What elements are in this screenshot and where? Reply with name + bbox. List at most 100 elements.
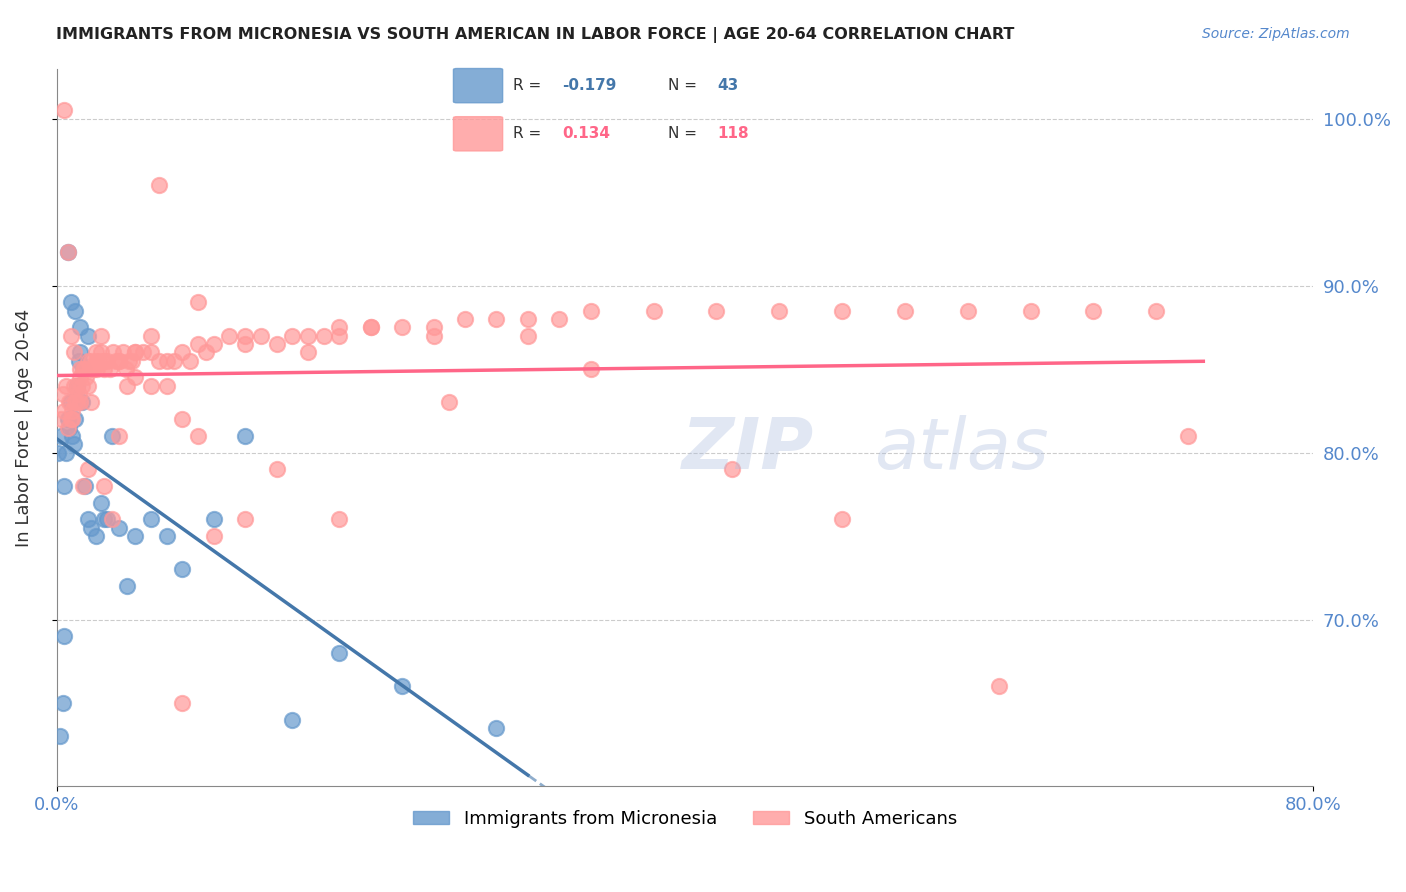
Point — [53, 629, 76, 643]
Point — [80, 353, 103, 368]
Point — [454, 312, 477, 326]
Point — [108, 429, 131, 443]
Point — [187, 295, 209, 310]
Point — [84, 529, 107, 543]
Text: N =: N = — [668, 78, 702, 93]
Point — [266, 337, 288, 351]
Point — [155, 353, 177, 368]
Point — [233, 337, 256, 351]
Point — [87, 353, 110, 368]
Point — [51, 412, 73, 426]
Text: N =: N = — [668, 127, 702, 141]
Point — [56, 245, 79, 260]
Point — [72, 362, 94, 376]
Point — [148, 353, 170, 368]
Point — [51, 429, 73, 443]
Point — [485, 312, 508, 326]
Point — [117, 579, 139, 593]
Point — [124, 529, 146, 543]
Point — [439, 395, 461, 409]
Point — [194, 345, 217, 359]
Point — [105, 353, 128, 368]
Point — [1177, 429, 1199, 443]
Point — [139, 378, 162, 392]
Point — [101, 345, 124, 359]
Point — [63, 437, 86, 451]
Point — [233, 429, 256, 443]
Point — [52, 696, 75, 710]
Point — [111, 345, 134, 359]
Y-axis label: In Labor Force | Age 20-64: In Labor Force | Age 20-64 — [15, 309, 32, 547]
Point — [328, 512, 350, 526]
Point — [53, 103, 76, 118]
Point — [93, 512, 115, 526]
Point — [59, 412, 82, 426]
Point — [84, 353, 107, 368]
Point — [90, 345, 112, 359]
Point — [65, 303, 87, 318]
FancyBboxPatch shape — [453, 69, 503, 103]
Point — [93, 362, 115, 376]
Point — [69, 370, 91, 384]
Point — [894, 303, 917, 318]
Point — [65, 395, 87, 409]
Point — [422, 320, 444, 334]
Point — [56, 245, 79, 260]
Point — [391, 679, 413, 693]
Point — [73, 479, 96, 493]
Point — [108, 353, 131, 368]
Point — [155, 378, 177, 392]
Text: atlas: atlas — [875, 415, 1049, 483]
Point — [82, 362, 104, 376]
Point — [69, 320, 91, 334]
Point — [485, 721, 508, 735]
Text: IMMIGRANTS FROM MICRONESIA VS SOUTH AMERICAN IN LABOR FORCE | AGE 20-64 CORRELAT: IMMIGRANTS FROM MICRONESIA VS SOUTH AMER… — [56, 27, 1015, 43]
Point — [391, 320, 413, 334]
Point — [69, 345, 91, 359]
Point — [1019, 303, 1042, 318]
Point — [60, 412, 83, 426]
Point — [328, 328, 350, 343]
Point — [297, 328, 319, 343]
Point — [172, 562, 194, 576]
Point — [139, 328, 162, 343]
Point — [281, 328, 304, 343]
Point — [172, 345, 194, 359]
Point — [108, 521, 131, 535]
Text: 118: 118 — [717, 127, 748, 141]
Point — [67, 353, 90, 368]
Point — [75, 370, 97, 384]
Point — [179, 353, 201, 368]
Point — [77, 512, 100, 526]
Point — [988, 679, 1011, 693]
Point — [202, 337, 225, 351]
Legend: Immigrants from Micronesia, South Americans: Immigrants from Micronesia, South Americ… — [406, 803, 965, 835]
Point — [53, 479, 76, 493]
Point — [328, 646, 350, 660]
Point — [66, 378, 89, 392]
Point — [1144, 303, 1167, 318]
Point — [100, 429, 122, 443]
Point — [422, 328, 444, 343]
Point — [96, 353, 118, 368]
Point — [721, 462, 744, 476]
Point — [58, 420, 80, 434]
Point — [98, 362, 121, 376]
Point — [58, 395, 80, 409]
Point — [266, 462, 288, 476]
Text: ZIP: ZIP — [682, 415, 814, 483]
Point — [59, 395, 82, 409]
Point — [139, 512, 162, 526]
Point — [70, 395, 93, 409]
Point — [108, 353, 131, 368]
Point — [124, 345, 146, 359]
Point — [328, 320, 350, 334]
Point — [163, 353, 186, 368]
Point — [90, 328, 112, 343]
Text: -0.179: -0.179 — [562, 78, 617, 93]
Point — [66, 395, 89, 409]
Point — [55, 378, 77, 392]
Point — [48, 730, 70, 744]
Point — [114, 362, 136, 376]
Point — [202, 529, 225, 543]
